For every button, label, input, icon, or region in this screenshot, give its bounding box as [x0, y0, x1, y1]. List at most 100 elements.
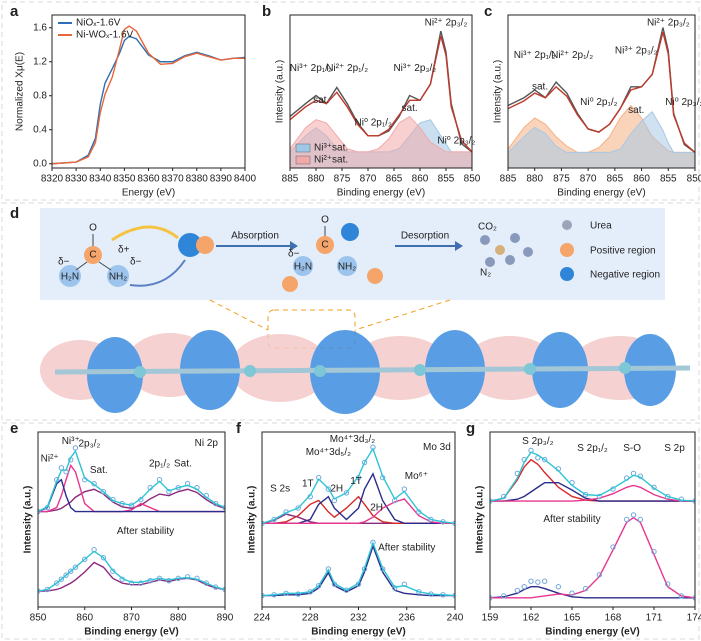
x-tick-label: 880: [170, 613, 187, 624]
x-tick-label: 240: [447, 613, 464, 624]
data-point: [555, 584, 562, 590]
atom: NH₂: [338, 262, 356, 273]
y-tick-label: 0.8: [33, 90, 47, 101]
data-point: [630, 512, 637, 518]
charge: δ−: [288, 249, 300, 260]
x-tick-label: 171: [646, 613, 663, 624]
atom: C: [89, 250, 96, 261]
x-tick-label: 860: [633, 174, 650, 185]
data-point: [222, 504, 225, 511]
x-tick-label: 8330: [65, 174, 88, 185]
annotation: Mo⁴⁺3d₅/₂: [306, 447, 351, 458]
annotation: Ni 2p: [195, 438, 219, 449]
data-point: [651, 549, 657, 555]
plot-area: [290, 30, 472, 168]
x-tick-label: 885: [282, 174, 299, 185]
arrowhead: [455, 241, 463, 251]
data-point: [541, 578, 548, 584]
data-point: [343, 490, 350, 496]
axes-frame: [289, 14, 473, 169]
data-point: [610, 544, 616, 550]
y-tick-label: 1.6: [33, 22, 47, 33]
data-point: [325, 486, 332, 492]
x-tick-label: 850: [687, 174, 701, 185]
y-axis-label: Intensity (a.u.): [247, 486, 258, 554]
data-point: [100, 554, 107, 561]
arrowhead: [290, 241, 298, 251]
data-point: [637, 516, 644, 523]
atom: NH₂: [109, 272, 127, 283]
annotation: S-O: [623, 443, 641, 454]
axes-frame: [507, 14, 696, 169]
x-tick-label: 860: [412, 174, 429, 185]
chart: e 850 860 870 880 890 Binding energy (eV) Inten…: [10, 420, 234, 638]
annotation: 2H: [370, 503, 383, 514]
atom: C: [321, 240, 328, 251]
annotation: After stability: [117, 526, 174, 537]
data-point: [514, 587, 521, 594]
y-axis-label: Intensity (a.u.): [23, 486, 34, 554]
annotation: Ni²⁺ 2p₁/₂: [551, 50, 593, 61]
panel-frame: [1, 422, 700, 640]
annotation: Sat.: [90, 465, 108, 476]
annotation: After stability: [378, 542, 435, 553]
x-tick-label: 860: [76, 613, 93, 624]
data-point: [295, 505, 301, 511]
x-tick-label: 8390: [210, 174, 233, 185]
x-tick-label: 8370: [162, 174, 185, 185]
legend-icon: [560, 243, 574, 257]
component-area: [508, 111, 695, 168]
x-tick-label: 232: [350, 613, 367, 624]
data-point: [664, 581, 671, 587]
x-tick-label: 174: [687, 613, 701, 624]
annotation: Ni⁰ 2p₁/₂: [355, 118, 393, 129]
charge: δ+: [118, 245, 130, 256]
atom: O: [321, 215, 329, 226]
data-point: [166, 578, 172, 584]
x-tick-label: 8400: [234, 174, 257, 185]
data-point: [500, 593, 507, 599]
annotation: 1T: [350, 476, 362, 487]
data-point: [361, 459, 368, 466]
x-axis-label: Binding energy (eV): [557, 188, 645, 199]
x-tick-label: 224: [254, 613, 271, 624]
data-point: [295, 591, 301, 597]
data-point: [58, 465, 65, 471]
series-line: [262, 541, 455, 597]
atom-region: [84, 246, 102, 264]
data-point: [110, 496, 116, 503]
y-axis-label: Intensity (a.u.): [475, 486, 486, 554]
plot-area: [262, 444, 455, 599]
annotation: S 2p₃/₂: [522, 436, 553, 447]
negative-region: [341, 223, 359, 241]
positive-region: [282, 276, 298, 292]
step-label: Absorption: [231, 231, 279, 242]
positive-cloud: [230, 334, 330, 402]
data-point: [623, 516, 630, 523]
axes-frame: [489, 431, 696, 608]
atom-region: [293, 256, 313, 276]
data-point: [391, 585, 398, 591]
annotation: 2p₃/₂: [78, 439, 100, 450]
annotation: S 2p: [664, 443, 685, 454]
annotation: Mo 3d: [423, 442, 451, 453]
data-point: [166, 488, 172, 495]
data-point: [596, 572, 603, 578]
annotation: Ni³⁺ 2p₁/₂: [290, 63, 332, 74]
positive-region: [367, 268, 383, 284]
legend-label: Urea: [590, 221, 612, 232]
data-point: [521, 584, 527, 590]
panel-label: b: [262, 3, 271, 20]
data-point: [343, 587, 350, 593]
chain: [54, 365, 691, 375]
arrow: [129, 259, 186, 287]
annotation: Ni³⁺ 2p₃/₂: [393, 63, 436, 74]
annotation: 2H: [330, 484, 343, 495]
annotation: Ni³⁺ 2p₃/₂: [615, 46, 658, 57]
data-point: [582, 585, 589, 592]
series-line: [508, 32, 695, 153]
legend-icon: [560, 267, 574, 281]
x-tick-label: 8340: [89, 174, 112, 185]
data-point: [535, 579, 541, 585]
annotation: Ni⁰ 2p₃/₂: [665, 97, 701, 108]
